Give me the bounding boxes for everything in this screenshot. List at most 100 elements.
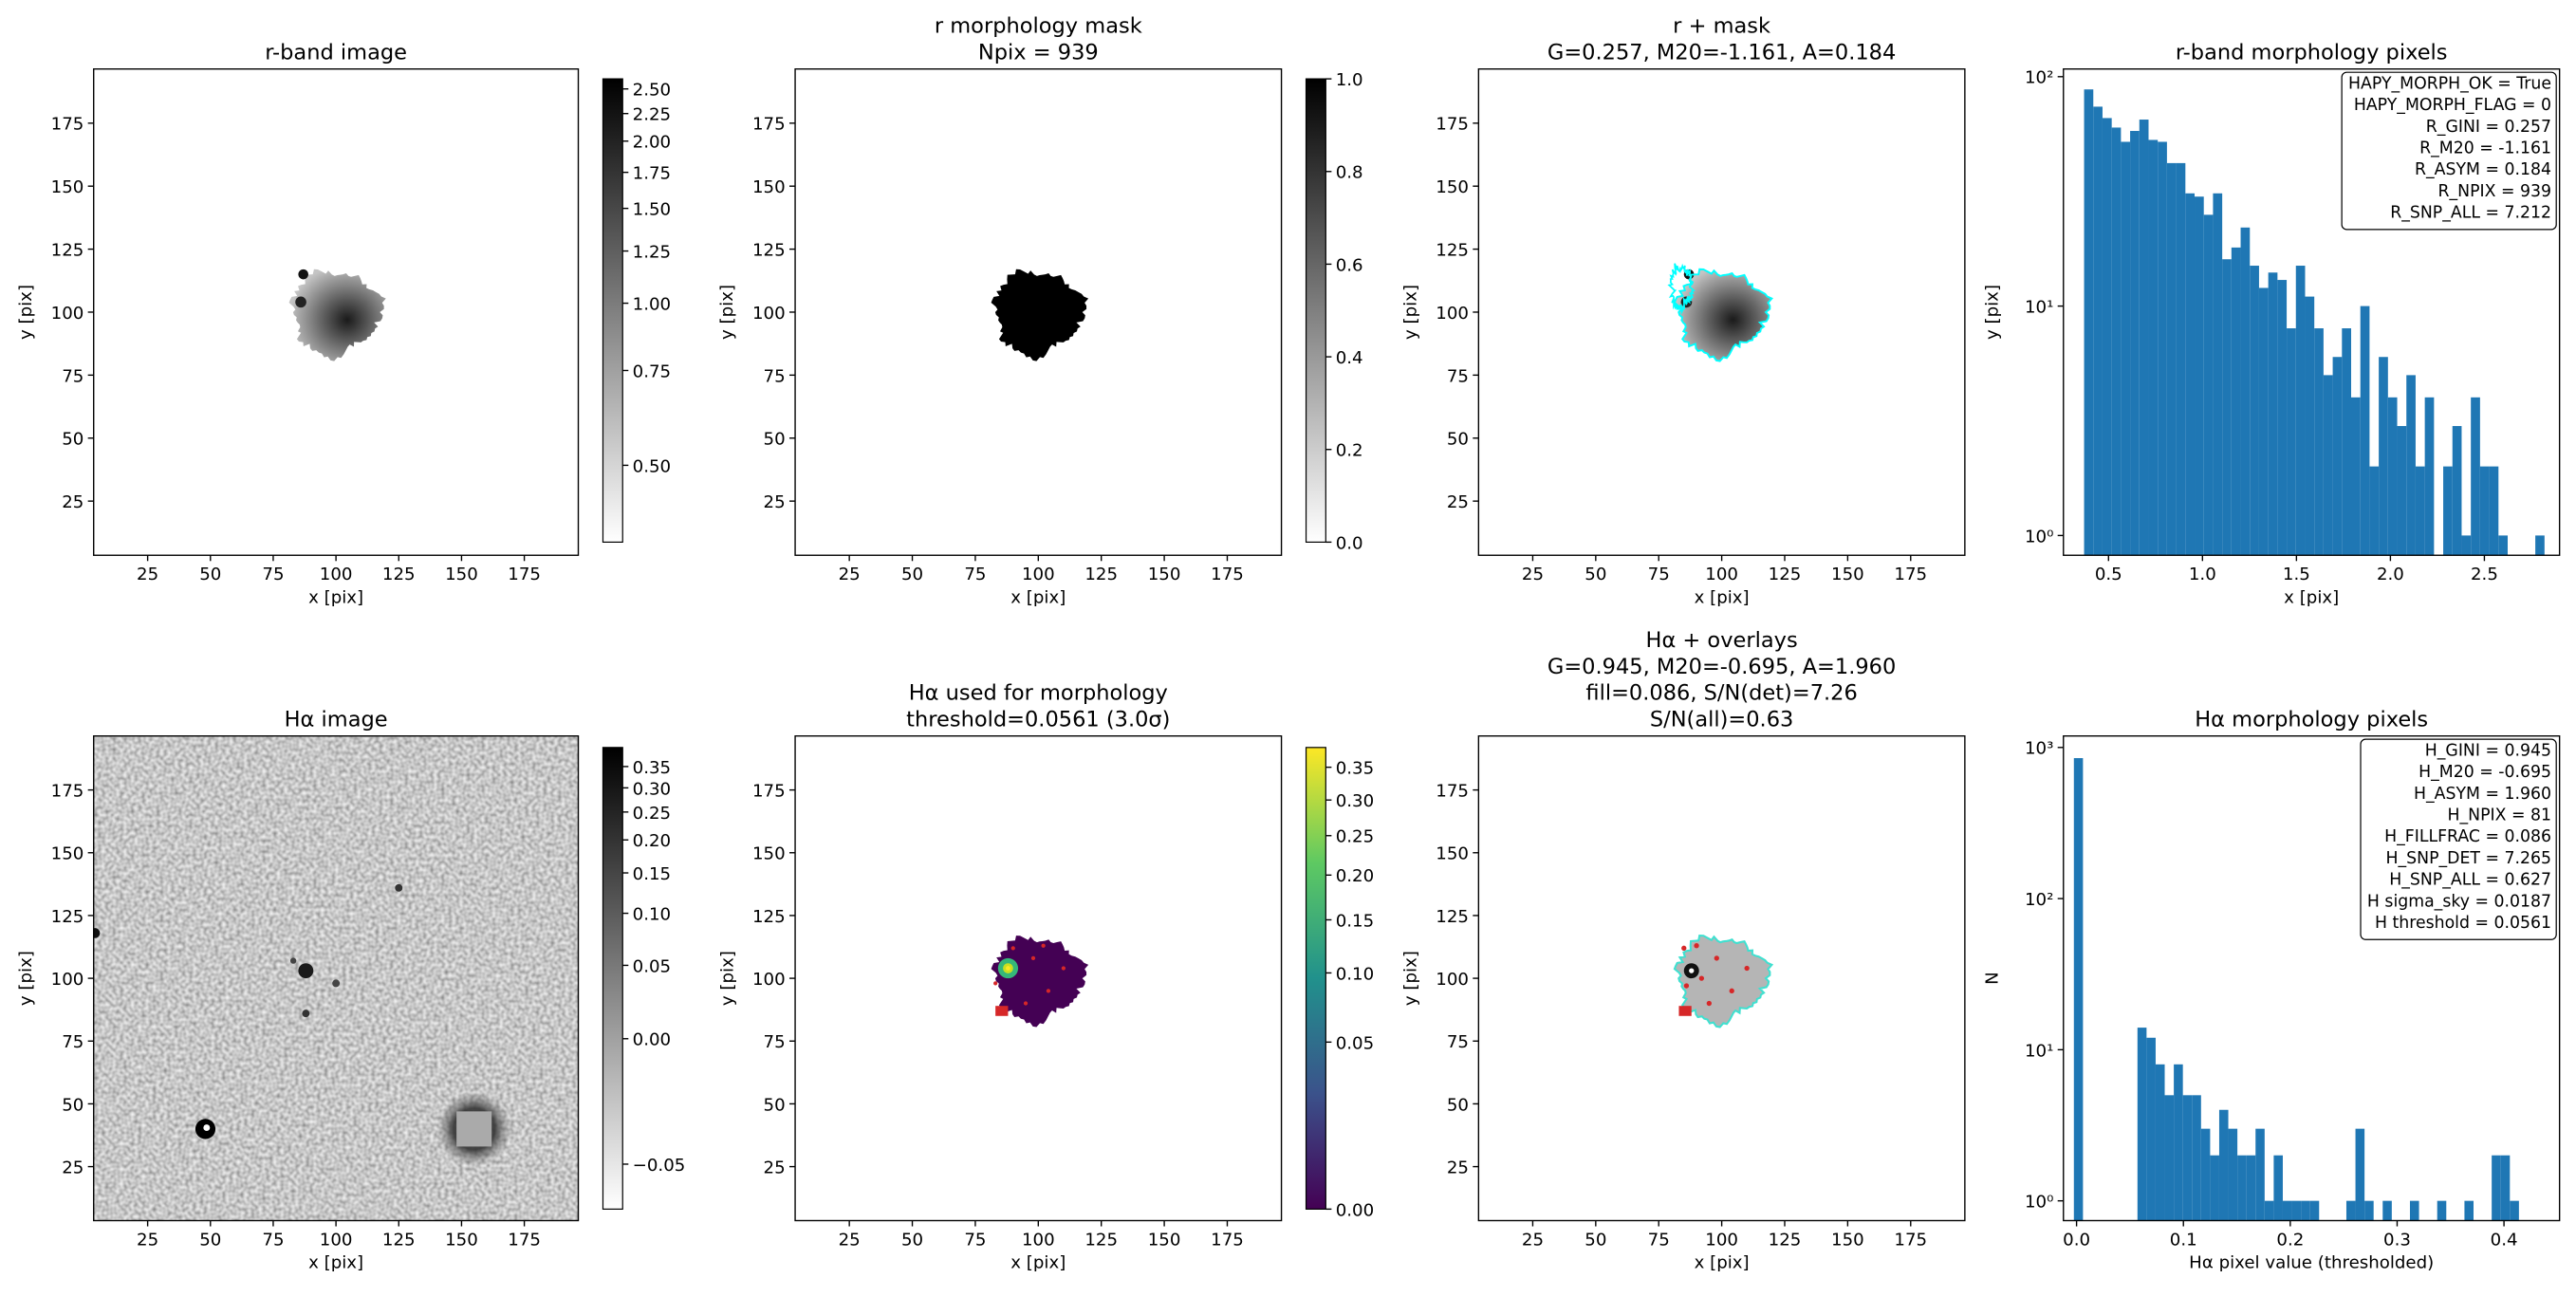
y-tick-label: 125 <box>51 907 84 927</box>
knot <box>295 296 306 308</box>
x-tick-label: 75 <box>964 565 986 584</box>
hist-bar <box>2452 426 2462 556</box>
annotation-line: H_NPIX = 81 <box>2448 806 2551 825</box>
galaxy <box>1674 269 1772 361</box>
plot-area <box>1667 263 1774 362</box>
hist-bar <box>2500 1155 2511 1221</box>
mask <box>991 269 1089 361</box>
hist-bar <box>2250 266 2259 556</box>
x-tick-label: 150 <box>1831 1230 1864 1250</box>
hist-bar <box>2323 375 2333 556</box>
x-tick-label: 175 <box>1211 565 1244 584</box>
colorbar-tick-label: 0.05 <box>1336 1033 1374 1053</box>
colorbar-tick-label: 1.75 <box>633 164 671 184</box>
source <box>332 979 341 988</box>
x-tick-label: 50 <box>1585 1230 1606 1250</box>
y-tick-label: 75 <box>1447 366 1469 386</box>
x-tick-label: 125 <box>1769 1230 1802 1250</box>
plot-area <box>2084 89 2545 556</box>
panel: Hα image 25 50 75 100 125 150 175 25 50 75 100 125 15… <box>16 707 685 1272</box>
colorbar-tick-label: 0.35 <box>1336 759 1374 779</box>
hist-bar <box>2073 758 2084 1221</box>
y-tick-label: 25 <box>764 1158 786 1178</box>
x-tick-label: 100 <box>1705 1230 1738 1250</box>
hist-bar <box>2246 1155 2256 1221</box>
detected-pixel <box>1678 1006 1692 1016</box>
x-tick-label: 100 <box>1022 565 1055 584</box>
hist-bar <box>2213 193 2223 556</box>
x-tick-label: 175 <box>1211 1230 1244 1250</box>
panel-title: r-band morphology pixels <box>2176 40 2448 65</box>
colorbar-tick-label: 0.20 <box>633 831 671 851</box>
y-axis-label: y [pix] <box>1401 285 1421 340</box>
x-axis-label: x [pix] <box>308 587 363 607</box>
y-tick-label: 50 <box>1447 430 1469 450</box>
panel: r-band image 25 50 75 100 125 150 175 25 50 75 100 1… <box>16 40 671 607</box>
x-tick-label: 125 <box>1769 565 1802 584</box>
x-tick-label: 100 <box>320 1230 353 1250</box>
y-tick-label: 100 <box>1436 304 1469 324</box>
hist-bar <box>2130 131 2140 556</box>
hist-bar <box>2437 1200 2447 1221</box>
y-axis-label: y [pix] <box>16 951 36 1006</box>
hist-bar <box>2231 247 2241 556</box>
y-tick-label: 75 <box>1447 1032 1469 1052</box>
hist-bar <box>2314 328 2324 556</box>
panel-title: Hα morphology pixels <box>2195 707 2428 732</box>
x-tick-label: 50 <box>1585 565 1606 584</box>
colorbar-tick-label: 0.6 <box>1336 255 1363 275</box>
hist-bar <box>2093 106 2103 556</box>
detected-pixel <box>1046 989 1051 993</box>
hist-bar <box>2146 1037 2156 1221</box>
source <box>289 957 297 964</box>
plot-area <box>93 735 579 1221</box>
panel-title: Hα image <box>285 707 388 732</box>
x-tick-label: 75 <box>262 565 284 584</box>
y-tick-label: 125 <box>1436 907 1469 927</box>
hist-bar <box>2379 357 2388 556</box>
hist-bar <box>2535 535 2545 556</box>
y-axis-label: y [pix] <box>1982 285 2002 340</box>
panel-title: threshold=0.0561 (3.0σ) <box>906 707 1170 732</box>
hist-bar <box>2382 1200 2392 1221</box>
x-tick-label: 175 <box>1894 1230 1927 1250</box>
y-tick-label: 100 <box>51 970 84 990</box>
x-tick-label: 75 <box>1648 1230 1670 1250</box>
hist-bar <box>2258 287 2269 556</box>
x-tick-label: 150 <box>445 1230 478 1250</box>
hist-bar <box>2102 118 2112 556</box>
colorbar-tick-label: 0.25 <box>633 804 671 824</box>
annotation-line: H sigma_sky = 0.0187 <box>2367 892 2551 911</box>
hist-bar <box>2287 328 2296 556</box>
hist-bar <box>2155 1064 2165 1221</box>
hist-bar <box>2479 466 2490 556</box>
y-tick-label: 50 <box>764 1095 786 1115</box>
masked-star <box>456 1111 492 1147</box>
hist-bar <box>2182 1095 2193 1221</box>
x-tick-label: 150 <box>1148 565 1181 584</box>
axes-frame <box>2063 68 2561 556</box>
detected-pixel <box>1030 955 1036 961</box>
y-tick-label: 175 <box>752 782 786 802</box>
mask-outline <box>1673 268 1774 362</box>
hist-bar <box>2158 141 2167 556</box>
hist-bar <box>2203 214 2214 556</box>
y-axis-label: N <box>1982 972 2002 985</box>
hist-bar <box>2268 272 2278 556</box>
x-tick-label: 50 <box>199 1230 221 1250</box>
colorbar-tick-label: 2.25 <box>633 105 671 125</box>
y-tick-label: 75 <box>62 366 83 386</box>
hist-bar <box>2409 1200 2419 1221</box>
panel-title: Npix = 939 <box>978 40 1099 65</box>
x-tick-label: 0.4 <box>2491 1230 2518 1250</box>
hist-bar <box>2443 466 2453 556</box>
annotation-frame <box>2341 71 2557 231</box>
y-tick-label: 25 <box>62 492 83 512</box>
colorbar-tick-label: 0.4 <box>1336 348 1363 368</box>
colorbar-tick-label: 0.30 <box>633 779 671 799</box>
x-tick-label: 25 <box>1522 1230 1544 1250</box>
